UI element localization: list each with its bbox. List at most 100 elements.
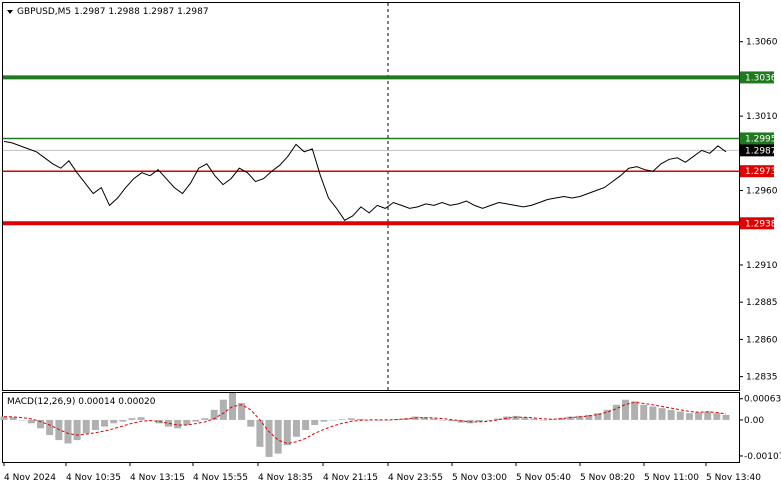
macd-bar xyxy=(521,417,529,420)
time-tick-label: 4 Nov 23:55 xyxy=(388,473,443,483)
macd-bar xyxy=(603,409,611,420)
macd-bar xyxy=(612,404,620,420)
macd-bar xyxy=(430,418,438,420)
time-tick-label: 4 Nov 15:55 xyxy=(193,473,248,483)
macd-bar xyxy=(101,419,109,427)
macd-bar xyxy=(174,419,182,429)
macd-bar xyxy=(18,419,26,421)
price-tick-label: 1.3010 xyxy=(746,112,778,122)
macd-bar xyxy=(512,415,520,420)
macd-bar xyxy=(320,419,328,422)
level-tag-label: 1.2973 xyxy=(745,167,777,177)
price-tick-label: 1.2835 xyxy=(746,373,778,383)
macd-bar xyxy=(658,408,666,420)
level-tag-1.2995 xyxy=(740,132,774,145)
macd-bar xyxy=(192,419,200,422)
macd-bar xyxy=(292,419,300,437)
level-tag-label: 1.2938 xyxy=(745,219,777,229)
macd-bar xyxy=(713,413,721,420)
level-tag-label: 1.2995 xyxy=(745,134,777,144)
macd-bar xyxy=(82,419,90,434)
symbol-info-text: GBPUSD,M5 1.2987 1.2988 1.2987 1.2987 xyxy=(17,7,209,17)
price-tick-label: 1.3060 xyxy=(746,38,778,48)
time-axis: 4 Nov 2024 4 Nov 10:35 4 Nov 13:15 4 Nov 15… xyxy=(3,462,761,483)
macd-bar xyxy=(238,403,246,420)
macd-bar xyxy=(539,419,547,421)
macd-bar xyxy=(9,417,17,420)
macd-bar xyxy=(695,412,703,420)
macd-bar xyxy=(91,419,99,431)
macd-panel-frame xyxy=(2,392,740,463)
macd-bar xyxy=(420,417,428,420)
time-tick-label: 5 Nov 08:20 xyxy=(580,473,635,483)
price-tick-label: 1.2960 xyxy=(746,187,778,197)
macd-bar xyxy=(311,419,319,425)
macd-bar xyxy=(110,419,118,424)
current-price-label: 1.2987 xyxy=(745,146,777,156)
macd-bar xyxy=(621,399,629,420)
macd-bar xyxy=(137,417,145,420)
macd-bar xyxy=(27,419,35,424)
macd-bar xyxy=(302,419,310,431)
level-tag-1.2973 xyxy=(740,165,774,178)
macd-bar xyxy=(685,413,693,420)
macd-bar xyxy=(265,419,273,457)
macd-bar xyxy=(183,419,191,425)
macd-bar xyxy=(64,419,72,444)
macd-bar xyxy=(73,419,81,441)
macd-bar xyxy=(530,418,538,420)
price-tick-label: 1.2860 xyxy=(746,335,778,345)
macd-bar xyxy=(356,418,364,420)
time-tick-label: 4 Nov 10:35 xyxy=(66,473,121,483)
macd-panel[interactable]: 0.00063 0.00 -0.00107 MACD(12,26,9) 0.0001… xyxy=(0,392,781,463)
macd-bar xyxy=(448,419,456,422)
macd-bar xyxy=(119,419,127,422)
macd-bar xyxy=(594,413,602,420)
macd-bar xyxy=(338,419,346,420)
macd-bar xyxy=(640,404,648,420)
macd-tick-label: 0.00063 xyxy=(744,395,781,405)
macd-bar xyxy=(494,418,502,420)
macd-bar xyxy=(210,409,218,420)
macd-bar xyxy=(247,419,255,427)
macd-bar xyxy=(585,414,593,420)
level-tag-1.2938 xyxy=(740,217,774,230)
macd-bar xyxy=(631,401,639,420)
macd-bar xyxy=(667,409,675,420)
macd-bar xyxy=(439,419,447,421)
time-tick-label: 5 Nov 13:40 xyxy=(706,473,761,483)
level-tag-1.3036 xyxy=(740,71,774,84)
time-tick-label: 4 Nov 21:15 xyxy=(323,473,378,483)
macd-bar xyxy=(0,416,8,420)
macd-bar xyxy=(329,419,337,421)
macd-tick-label: 0.00 xyxy=(744,416,764,426)
macd-info-text: MACD(12,26,9) 0.00014 0.00020 xyxy=(7,397,156,407)
price-panel-frame xyxy=(2,2,740,391)
macd-tick-label: -0.00107 xyxy=(744,452,781,462)
price-axis: 1.3060 1.3010 1.2960 1.2910 1.2885 1.2860 1.28… xyxy=(739,38,778,383)
macd-bar xyxy=(484,419,492,421)
macd-bar xyxy=(128,418,136,420)
macd-bar xyxy=(384,419,392,421)
chart-header: GBPUSD,M5 1.2987 1.2988 1.2987 1.2987 xyxy=(7,7,209,17)
price-line xyxy=(3,140,727,221)
price-tick-label: 1.2885 xyxy=(746,298,778,308)
macd-bar xyxy=(256,419,264,447)
level-lines[interactable] xyxy=(3,75,739,226)
dropdown-triangle-icon[interactable] xyxy=(7,10,13,14)
macd-bar xyxy=(228,393,236,420)
macd-bar xyxy=(475,419,483,422)
level-tag-label: 1.3036 xyxy=(745,73,777,83)
current-price-tag xyxy=(740,144,774,157)
price-panel[interactable]: 1.3060 1.3010 1.2960 1.2910 1.2885 1.2860 1.28… xyxy=(2,2,778,463)
macd-bar xyxy=(201,418,209,420)
macd-signal-line xyxy=(3,401,727,445)
macd-bar xyxy=(548,419,556,420)
macd-bar xyxy=(722,414,730,420)
macd-bar xyxy=(165,419,173,427)
time-tick-label: 4 Nov 13:15 xyxy=(130,473,185,483)
time-tick-label: 4 Nov 2024 xyxy=(4,473,56,483)
macd-bar xyxy=(375,419,383,421)
macd-bar xyxy=(676,411,684,420)
